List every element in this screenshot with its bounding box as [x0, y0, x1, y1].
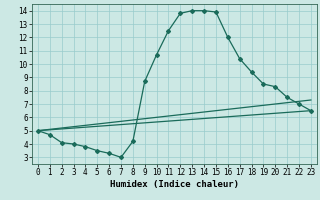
X-axis label: Humidex (Indice chaleur): Humidex (Indice chaleur) [110, 180, 239, 189]
